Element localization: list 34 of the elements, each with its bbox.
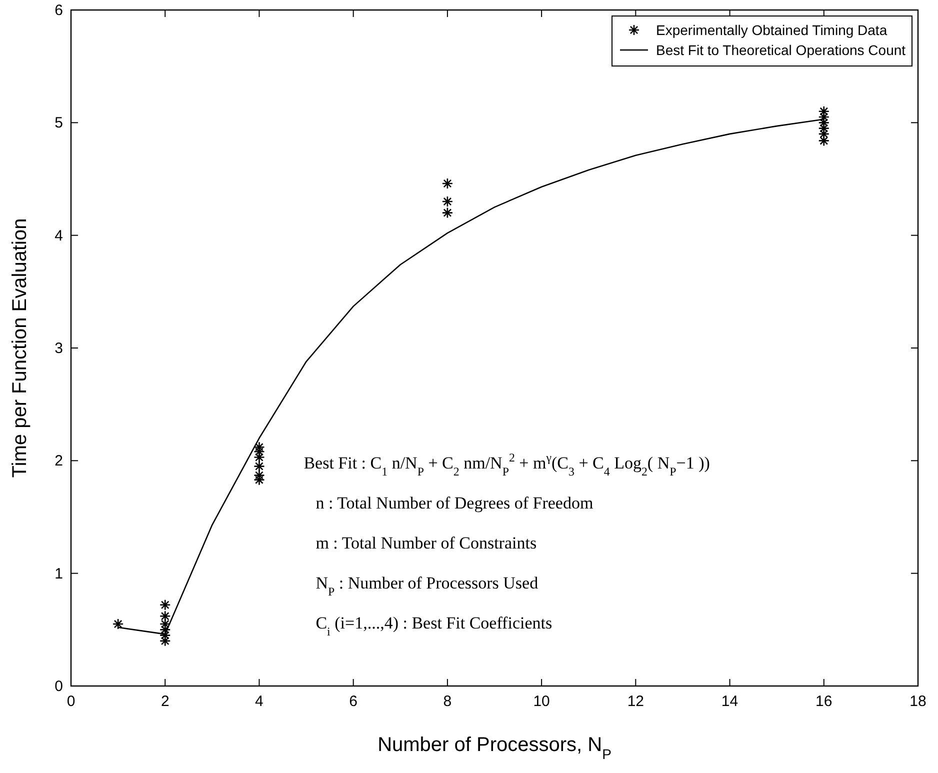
x-tick-label: 8: [443, 693, 452, 710]
x-tick-label: 2: [160, 693, 170, 710]
annotation: m : Total Number of Constraints: [316, 534, 537, 553]
y-tick-label: 6: [54, 2, 63, 19]
point: [442, 178, 454, 190]
y-tick-label: 2: [54, 452, 63, 470]
y-axis-title: Time per Function Evaluation: [9, 218, 31, 478]
text: Best Fit : C$_{1}$ n/N$_{P}$ + C$_{2}$ nm/N$_{P}$$^{2}$ + m$^{γ}$(C$_{3}$ + C$_{4}$ Log$_{2}$( N$_{P}$−1 )): [304, 450, 710, 479]
x-tick-label: 6: [349, 693, 358, 710]
y-tick-label: 0: [54, 678, 63, 695]
x-tick-label: 14: [721, 693, 738, 710]
y-tick-label: 1: [54, 565, 63, 582]
point: [442, 196, 454, 208]
y-tick-label: 5: [54, 114, 63, 132]
legend-label: Best Fit to Theoretical Operations Count: [656, 42, 906, 58]
point: [159, 610, 171, 622]
point: [112, 618, 124, 630]
x-tick-label: 12: [627, 693, 644, 710]
annotation: N$_{P}$ : Number of Processors Used: [316, 574, 539, 599]
x-tick-label: 0: [66, 693, 76, 710]
point: [442, 207, 454, 218]
annotation: n : Total Number of Degrees of Freedom: [316, 494, 594, 513]
point: [159, 599, 171, 611]
y-tick-label: 3: [54, 340, 63, 357]
annotation: C$_{i}$ (i=1,...,4) : Best Fit Coefficients: [316, 614, 552, 639]
legend-label: Experimentally Obtained Timing Data: [656, 22, 888, 38]
x-tick-label: 10: [533, 693, 550, 710]
x-tick-label: 18: [910, 693, 926, 710]
x-axis-title: Number of Processors, N$_{P}$: [378, 734, 612, 762]
x-tick-label: 4: [255, 693, 264, 710]
point: [254, 460, 265, 472]
point: [818, 135, 830, 146]
y-tick-label: 4: [54, 227, 63, 244]
x-tick-label: 16: [816, 693, 832, 710]
